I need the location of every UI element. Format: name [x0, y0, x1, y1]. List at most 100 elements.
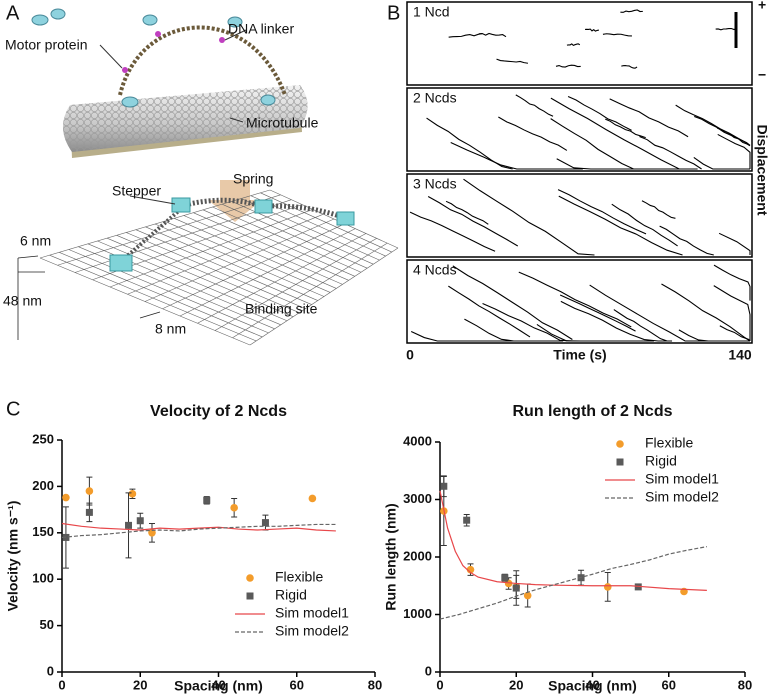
lattice-line: [197, 233, 367, 324]
kymograph-trace: [559, 294, 636, 332]
kymograph-trace: [566, 43, 581, 47]
kymograph-trace: [448, 285, 531, 338]
kymograph-trace: [693, 157, 750, 170]
kymograph-trace: [613, 309, 668, 342]
y-axis-label: Run length (nm): [383, 503, 399, 610]
kymograph-trace: [550, 118, 646, 170]
y-tick-label: 150: [32, 524, 54, 539]
y-tick-label: 100: [32, 571, 54, 586]
kymograph-trace: [560, 300, 673, 342]
kymograph-trace: [496, 58, 529, 64]
y-tick-label: 200: [32, 478, 54, 493]
annotation: +: [758, 0, 766, 13]
annotation: Microtubule: [246, 115, 319, 131]
lattice-line: [127, 213, 324, 295]
dimension-line: [139, 311, 161, 319]
legend-marker: [246, 574, 254, 582]
kymograph-trace: [605, 118, 646, 139]
kymograph-box: [406, 87, 753, 172]
x-tick-label: 60: [290, 677, 304, 692]
legend-label: Flexible: [645, 435, 693, 451]
kymograph-trace: [555, 64, 581, 68]
kymograph-trace: [621, 65, 638, 69]
stepper-drawing: [109, 195, 355, 272]
kymograph-label: 4 Ncds: [413, 262, 457, 278]
lattice-line: [162, 223, 345, 310]
kymograph-trace: [445, 200, 489, 225]
kymograph-trace: [550, 97, 698, 170]
kymograph-trace: [718, 232, 751, 255]
lattice-line: [144, 218, 335, 302]
lattice-line: [39, 189, 271, 259]
kymograph-trace: [478, 32, 507, 38]
line: [439, 546, 707, 620]
kymograph-trace: [589, 284, 717, 342]
kymograph-trace: [715, 27, 737, 31]
kymograph-trace: [694, 115, 751, 146]
annotation: −: [758, 67, 766, 83]
point: [261, 519, 269, 527]
x-tick-label: 80: [738, 677, 752, 692]
x-axis-label: Spacing (nm): [548, 678, 637, 694]
legend-label: Sim model1: [275, 605, 349, 621]
x-tick-label: 0: [436, 677, 443, 692]
kymograph-trace: [717, 133, 751, 169]
legend-label: Rigid: [275, 587, 307, 603]
x-tick-label: 20: [133, 677, 147, 692]
chart-title: Run length of 2 Ncds: [513, 403, 673, 420]
x-tick-label: 80: [368, 677, 382, 692]
y-tick-label: 2000: [403, 548, 432, 563]
kymograph-box: [406, 1, 753, 86]
dimension-line: [17, 255, 39, 259]
lattice-line: [232, 242, 388, 339]
kymograph-trace: [659, 225, 714, 256]
kymograph-trace: [556, 158, 694, 170]
kymograph-trace: [661, 283, 751, 342]
kymograph-trace: [585, 28, 599, 32]
axis-label: Displacement: [754, 124, 768, 215]
axis-label: 0: [406, 347, 414, 363]
kymograph-trace: [567, 96, 632, 131]
x-tick-label: 40: [585, 677, 599, 692]
point: [148, 529, 156, 537]
point: [125, 521, 133, 529]
kymograph-trace: [498, 116, 568, 151]
kymograph-trace: [611, 203, 678, 247]
kymograph-trace: [602, 33, 632, 37]
kymograph-trace: [675, 104, 748, 144]
y-tick-label: 250: [32, 431, 54, 446]
annotation: Binding site: [245, 301, 318, 317]
kymograph-trace: [536, 323, 654, 342]
kymograph-trace: [518, 271, 632, 328]
x-tick-label: 20: [509, 677, 523, 692]
legend-marker: [616, 458, 624, 466]
lattice-line: [249, 247, 399, 346]
annotation: 6 nm: [20, 233, 51, 249]
legend-label: Flexible: [275, 569, 323, 585]
axis-label: Time (s): [553, 347, 606, 363]
kymograph-trace: [557, 189, 647, 235]
point: [136, 517, 144, 525]
y-axis-label: Velocity (nm s⁻¹): [5, 501, 21, 612]
kymograph-trace: [639, 135, 702, 170]
kymograph-trace: [448, 32, 483, 38]
chart-title: Velocity of 2 Ncds: [150, 403, 287, 420]
line: [61, 523, 336, 539]
kymograph-trace: [558, 195, 683, 256]
y-tick-label: 3000: [403, 491, 432, 506]
point: [128, 490, 137, 498]
kymograph-trace: [678, 329, 750, 342]
x-tick-label: 60: [662, 677, 676, 692]
legend-label: Sim model2: [645, 489, 719, 505]
annotation: 48 nm: [3, 293, 42, 309]
point: [62, 493, 70, 502]
kymograph-label: 2 Ncds: [413, 90, 457, 106]
legend-label: Rigid: [645, 453, 677, 469]
kymograph-trace: [609, 98, 689, 138]
microtubule-drawing: [31, 8, 308, 222]
point: [85, 508, 93, 516]
axis-label: 140: [728, 347, 752, 363]
y-tick-label: 50: [40, 617, 54, 632]
panel-label: C: [6, 398, 20, 420]
